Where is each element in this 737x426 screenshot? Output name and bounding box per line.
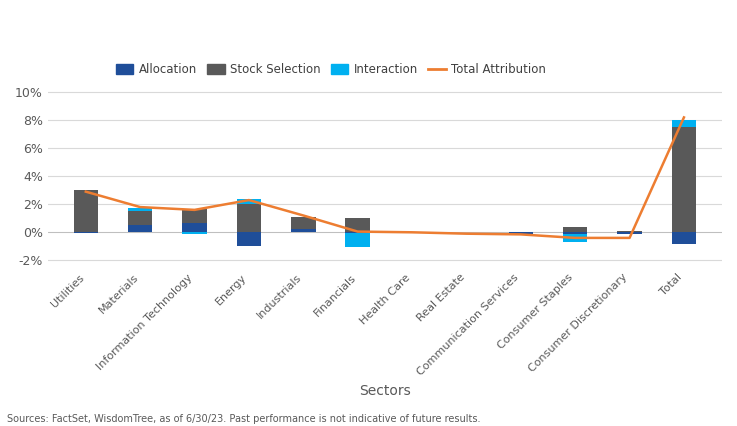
Bar [618,231,642,232]
Bar [237,199,261,204]
Bar [74,232,98,233]
Bar [509,232,533,234]
Text: Sources: FactSet, WisdomTree, as of 6/30/23. Past performance is not indicative : Sources: FactSet, WisdomTree, as of 6/30… [7,414,481,424]
X-axis label: Sectors: Sectors [359,384,411,398]
Bar [128,208,153,210]
Bar [291,229,315,232]
Bar [291,217,315,229]
Bar [671,232,696,244]
Bar [563,232,587,234]
Bar [182,223,207,232]
Bar [563,227,587,232]
Bar [182,232,207,234]
Bar [237,232,261,246]
Bar [346,218,370,232]
Bar [346,233,370,247]
Bar [128,225,153,232]
Legend: Allocation, Stock Selection, Interaction, Total Attribution: Allocation, Stock Selection, Interaction… [111,58,551,81]
Bar [128,210,153,225]
Bar [237,204,261,232]
Bar [74,190,98,232]
Bar [182,209,207,223]
Bar [671,120,696,127]
Bar [563,234,587,242]
Bar [671,127,696,232]
Bar [618,232,642,234]
Bar [346,232,370,233]
